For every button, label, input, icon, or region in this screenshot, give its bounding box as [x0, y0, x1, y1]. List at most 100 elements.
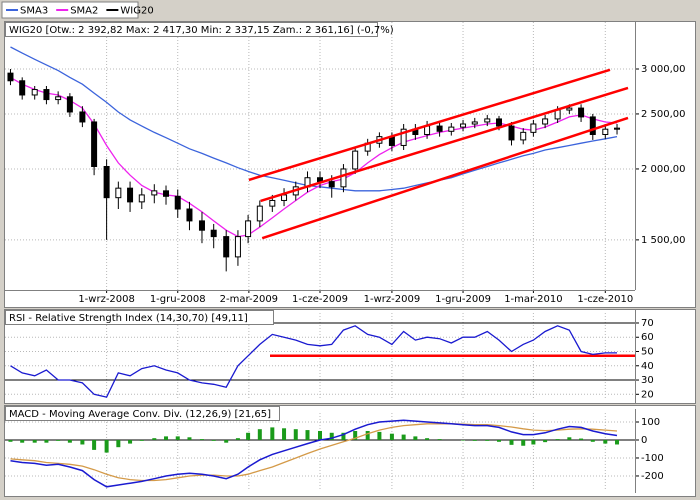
x-tick-label: 1-cze-2010 — [577, 294, 633, 305]
histogram-bar — [104, 439, 109, 453]
histogram-bar — [20, 439, 25, 443]
histogram-bar — [413, 436, 418, 440]
histogram-bar — [437, 439, 442, 440]
histogram-bar — [531, 439, 536, 445]
histogram-bar — [377, 431, 382, 440]
candle-body — [163, 190, 170, 197]
candle-body — [566, 107, 573, 111]
histogram-bar — [389, 433, 394, 440]
candle-body — [127, 187, 134, 203]
histogram-bar — [175, 436, 180, 440]
histogram-bar — [341, 432, 346, 440]
x-tick-label: 2-mar-2009 — [220, 294, 278, 305]
y-tick-label: 2 000,00 — [641, 164, 686, 175]
histogram-bar — [235, 438, 240, 440]
candle-body — [138, 194, 145, 203]
y-tick-label: 30 — [641, 375, 654, 386]
legend-box — [1, 1, 139, 19]
candle-body — [495, 118, 502, 127]
candle-body — [542, 118, 549, 125]
histogram-bar — [555, 439, 560, 440]
sma-line — [10, 76, 618, 238]
candle-body — [340, 168, 347, 188]
histogram-bar — [164, 436, 169, 440]
candle-body — [602, 128, 609, 135]
legend-label: SMA3 — [20, 6, 48, 17]
candle-body — [174, 195, 181, 210]
histogram-bar — [32, 439, 37, 443]
x-tick-label: 1-wrz-2008 — [78, 294, 135, 305]
macd-panel — [4, 405, 696, 497]
candle-body — [281, 194, 288, 201]
candle-body — [460, 123, 467, 128]
trend-line — [248, 68, 611, 182]
candle-body — [400, 128, 407, 146]
histogram-bar — [199, 439, 204, 440]
histogram-bar — [496, 439, 501, 442]
macd-title: MACD - Moving Average Conv. Div. (12,26,… — [9, 409, 271, 420]
trend-line — [261, 116, 629, 240]
legend-label: WIG20 — [120, 6, 153, 17]
plot-layer: 3 000,00 2 500,00 2 000,00 1 500,00 1-wrz-20… — [5, 21, 686, 493]
histogram-bar — [603, 439, 608, 444]
x-tick-label: 1-cze-2009 — [292, 294, 348, 305]
candle-body — [614, 127, 621, 130]
histogram-bar — [365, 430, 370, 440]
y-tick-label: 40 — [641, 361, 654, 372]
candle-body — [352, 150, 359, 170]
x-tick-label: 1-gru-2009 — [435, 294, 491, 305]
y-tick-label: 2 500,00 — [641, 109, 686, 120]
y-tick-label: 60 — [641, 332, 654, 343]
histogram-bar — [293, 429, 298, 440]
y-tick-label: -200 — [641, 471, 664, 482]
candle-body — [43, 89, 50, 101]
histogram-bar — [567, 437, 572, 440]
candle-body — [269, 199, 276, 207]
y-tick-label: 1 500,00 — [641, 235, 686, 246]
histogram-bar — [590, 439, 595, 442]
histogram-bar — [270, 427, 275, 440]
histogram-bar — [187, 437, 192, 440]
candle-body — [7, 72, 14, 82]
histogram-bar — [44, 439, 49, 443]
candle-body — [328, 181, 335, 188]
candle-body — [508, 125, 515, 141]
candle-body — [115, 187, 122, 199]
candle-body — [91, 121, 98, 167]
x-tick-label: 1-wrz-2009 — [364, 294, 421, 305]
histogram-bar — [329, 432, 334, 440]
candle-body — [31, 89, 38, 96]
y-tick-label: 20 — [641, 389, 654, 400]
histogram-bar — [461, 439, 466, 441]
x-tick-label: 1-gru-2008 — [150, 294, 206, 305]
histogram-bar — [485, 439, 490, 441]
legend: SMA3 SMA2 WIG20 — [6, 6, 154, 17]
candle-body — [520, 131, 527, 141]
rsi-title-box — [5, 310, 274, 325]
candle-body — [55, 96, 62, 101]
histogram-bar — [92, 439, 97, 450]
candle-body — [578, 107, 585, 118]
candle-body — [256, 205, 263, 222]
candle-body — [19, 80, 26, 96]
histogram-bar — [246, 432, 251, 440]
x-tick-label: 1-mar-2010 — [504, 294, 562, 305]
candle-body — [198, 220, 205, 231]
candle-body — [186, 208, 193, 222]
histogram-bar — [579, 438, 584, 440]
histogram-bar — [472, 439, 477, 441]
histogram-bar — [282, 428, 287, 440]
candle-body — [234, 236, 241, 258]
histogram-bar — [139, 439, 144, 441]
histogram-bar — [211, 439, 216, 441]
histogram-bar — [425, 438, 430, 440]
candle-body — [79, 111, 86, 123]
histogram-bar — [152, 438, 157, 440]
y-tick-label: 70 — [641, 318, 654, 329]
macd-title-box — [5, 406, 280, 421]
rsi-line — [10, 325, 617, 398]
candle-body — [589, 116, 596, 135]
histogram-bar — [353, 430, 358, 440]
